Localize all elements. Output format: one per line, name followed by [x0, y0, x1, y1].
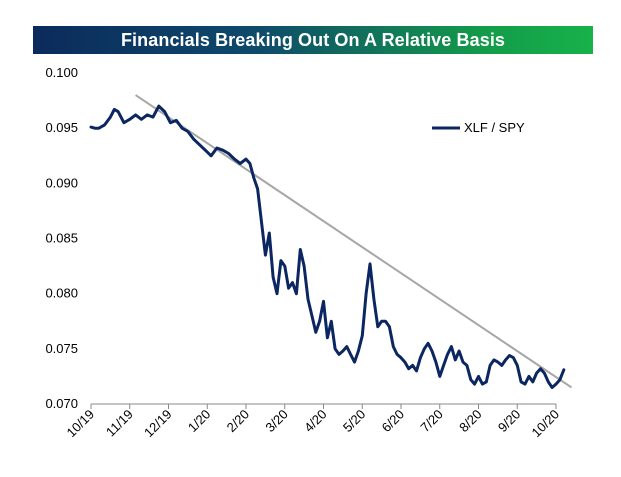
y-tick-label: 0.090: [45, 175, 78, 190]
trendline: [135, 94, 573, 389]
x-tick-label: 6/20: [379, 407, 408, 436]
legend: XLF / SPY: [432, 120, 525, 135]
y-tick-label: 0.075: [45, 341, 78, 356]
series-line-xlf-spy: [89, 104, 566, 389]
y-axis: 0.100 0.095 0.090 0.085 0.080 0.075 0.070: [45, 65, 78, 411]
y-tick-label: 0.080: [45, 286, 78, 301]
chart-title: Financials Breaking Out On A Relative Ba…: [120, 29, 506, 50]
trendline-layer: [135, 94, 573, 389]
legend-label: XLF / SPY: [464, 120, 525, 135]
x-tick-label: 11/19: [103, 407, 136, 440]
x-tick-label: 12/19: [141, 407, 175, 441]
x-tick-label: 8/20: [456, 407, 485, 436]
series-layer: [89, 104, 566, 389]
x-tick-label: 9/20: [495, 407, 524, 436]
chart-title-bar: Financials Breaking Out On A Relative Ba…: [33, 26, 593, 54]
x-tick-label: 10/20: [529, 407, 563, 441]
x-tick-label: 7/20: [417, 407, 446, 436]
x-tick-label: 1/20: [185, 407, 214, 436]
x-tick-label: 2/20: [224, 407, 253, 436]
y-tick-label: 0.095: [45, 120, 78, 135]
y-tick-label: 0.085: [45, 231, 78, 246]
x-tick-label: 4/20: [301, 407, 330, 436]
y-tick-label: 0.100: [45, 65, 78, 80]
x-tick-label: 3/20: [262, 407, 291, 436]
x-axis: 10/19 11/19 12/19 1/20 2/20 3/20 4/20 5/20 6/20 7…: [64, 403, 563, 441]
x-tick-label: 5/20: [340, 407, 369, 436]
y-tick-label: 0.070: [45, 396, 78, 411]
x-tick-label: 10/19: [64, 407, 98, 441]
